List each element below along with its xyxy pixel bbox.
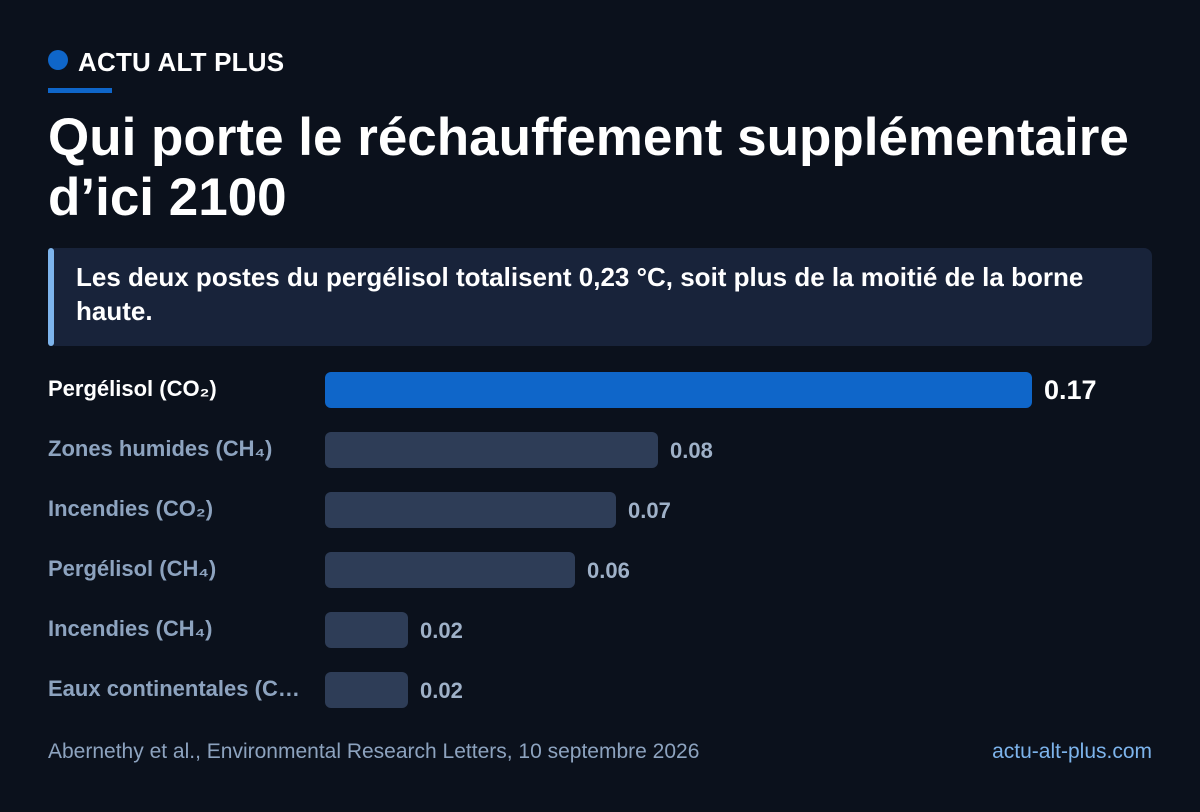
bar-chart: Pergélisol (CO₂) 0.17 Zones humides (CH₄) 0… [0,360,1200,720]
bar-label: Incendies (CO₂) [48,496,214,521]
bar [325,612,408,648]
brand-underline [48,88,112,93]
bar-label: Pergélisol (CH₄) [48,556,217,581]
bar [325,552,575,588]
bar [325,492,616,528]
bar-label: Pergélisol (CO₂) [48,376,217,401]
brand-dot-icon [48,50,68,70]
callout-accent-bar [48,248,54,346]
bar-label: Incendies (CH₄) [48,616,213,641]
callout-text: Les deux postes du pergélisol totalisent… [76,262,1084,326]
bar [325,372,1032,408]
bar-value-label: 0.08 [670,438,713,463]
bar-value-label: 0.02 [420,678,463,703]
bar-value-label: 0.07 [628,498,671,523]
bar-label: Zones humides (CH₄) [48,436,273,461]
headline: Qui porte le réchauffement supplémentair… [48,108,1129,227]
bar [325,432,658,468]
site-link[interactable]: actu-alt-plus.com [992,740,1152,763]
key-takeaway-callout: Les deux postes du pergélisol totalisent… [48,248,1152,346]
bar-value-label: 0.06 [587,558,630,583]
brand-name: ACTU ALT PLUS [78,46,285,77]
source-credit: Abernethy et al., Environmental Research… [48,740,700,763]
brand: ACTU ALT PLUS [48,44,284,80]
bar-value-label: 0.02 [420,618,463,643]
bar-value-label: 0.17 [1044,375,1097,405]
bar [325,672,408,708]
bar-label: Eaux continentales (C… [48,676,300,701]
